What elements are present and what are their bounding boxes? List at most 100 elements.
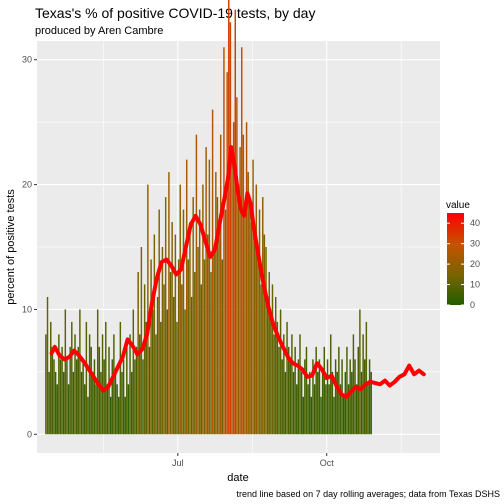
legend-tick-label: 10 [470, 280, 480, 290]
bar [72, 371, 75, 435]
bar [174, 234, 177, 435]
x-axis-title: date [227, 472, 248, 484]
bar [77, 346, 79, 435]
bars-layer [45, 0, 372, 435]
bar [232, 122, 235, 435]
bar [140, 247, 143, 435]
bar [247, 172, 249, 435]
bar [231, 159, 233, 435]
bar [93, 359, 96, 435]
bar [226, 72, 228, 435]
bar [198, 209, 201, 435]
bar [139, 334, 141, 435]
bar [360, 371, 363, 435]
bar [134, 359, 136, 435]
bar [179, 184, 181, 435]
bar [163, 284, 165, 435]
bar [342, 396, 345, 435]
bar [245, 122, 248, 435]
bar [328, 384, 330, 435]
x-axis-ticks: Jul Oct [172, 453, 334, 468]
bar [263, 234, 266, 435]
bar [142, 359, 144, 435]
bar [331, 371, 334, 435]
bar [194, 271, 196, 435]
bar [210, 271, 212, 435]
bar [169, 271, 172, 435]
bar [155, 334, 157, 435]
bar [168, 172, 170, 435]
bar [213, 247, 215, 435]
bar [100, 371, 102, 435]
bar [216, 197, 219, 435]
bar [313, 384, 316, 435]
bar [58, 334, 60, 435]
bar [368, 359, 371, 435]
bar [297, 359, 300, 435]
bar [197, 247, 199, 435]
bar [346, 346, 348, 435]
bar [50, 321, 52, 435]
bar [279, 309, 282, 435]
bar [135, 346, 138, 435]
bar [270, 309, 272, 435]
bar [310, 396, 313, 435]
grid-lines [37, 41, 440, 453]
trend-line [49, 145, 426, 399]
y-tick-label: 30 [22, 55, 32, 65]
bar [80, 371, 83, 435]
bar [274, 296, 277, 435]
bar [308, 371, 311, 435]
bar [357, 346, 359, 435]
bar [75, 359, 78, 435]
bar [262, 197, 264, 435]
bar [289, 359, 292, 435]
bar [129, 334, 131, 435]
bar [59, 359, 62, 435]
bar [151, 309, 154, 435]
bar [69, 346, 71, 435]
bar [92, 371, 94, 435]
bar [119, 321, 122, 435]
bar [323, 346, 326, 435]
bar [305, 346, 308, 435]
bar [56, 384, 58, 435]
bar [219, 134, 222, 435]
bar [192, 197, 194, 435]
bar [71, 321, 73, 435]
bar [291, 334, 293, 435]
bar [145, 321, 147, 435]
bar [365, 321, 368, 435]
bar [334, 359, 337, 435]
bar [181, 284, 183, 435]
bar [67, 384, 70, 435]
bar [98, 346, 101, 435]
bar [228, 0, 230, 435]
bar [182, 209, 185, 435]
bar [249, 197, 251, 435]
bar [257, 259, 259, 435]
bar [318, 359, 321, 435]
bar [48, 371, 50, 435]
bar [223, 47, 225, 435]
bar [203, 259, 206, 435]
bar [352, 334, 355, 435]
bar [150, 259, 152, 435]
bar [268, 271, 270, 435]
bar [296, 384, 298, 435]
bar [109, 396, 112, 435]
bar [211, 109, 214, 435]
bar [171, 222, 173, 435]
bar [215, 172, 217, 435]
bar [90, 346, 92, 435]
bar [218, 222, 220, 435]
bar [130, 371, 133, 435]
bar [132, 309, 135, 435]
bar [126, 346, 128, 435]
bar [307, 384, 309, 435]
bar [207, 234, 209, 435]
bar [184, 309, 186, 435]
bar [347, 384, 350, 435]
bar [229, 22, 232, 435]
chart-title: Texas's % of positive COVID-19 tests, by… [35, 5, 315, 21]
